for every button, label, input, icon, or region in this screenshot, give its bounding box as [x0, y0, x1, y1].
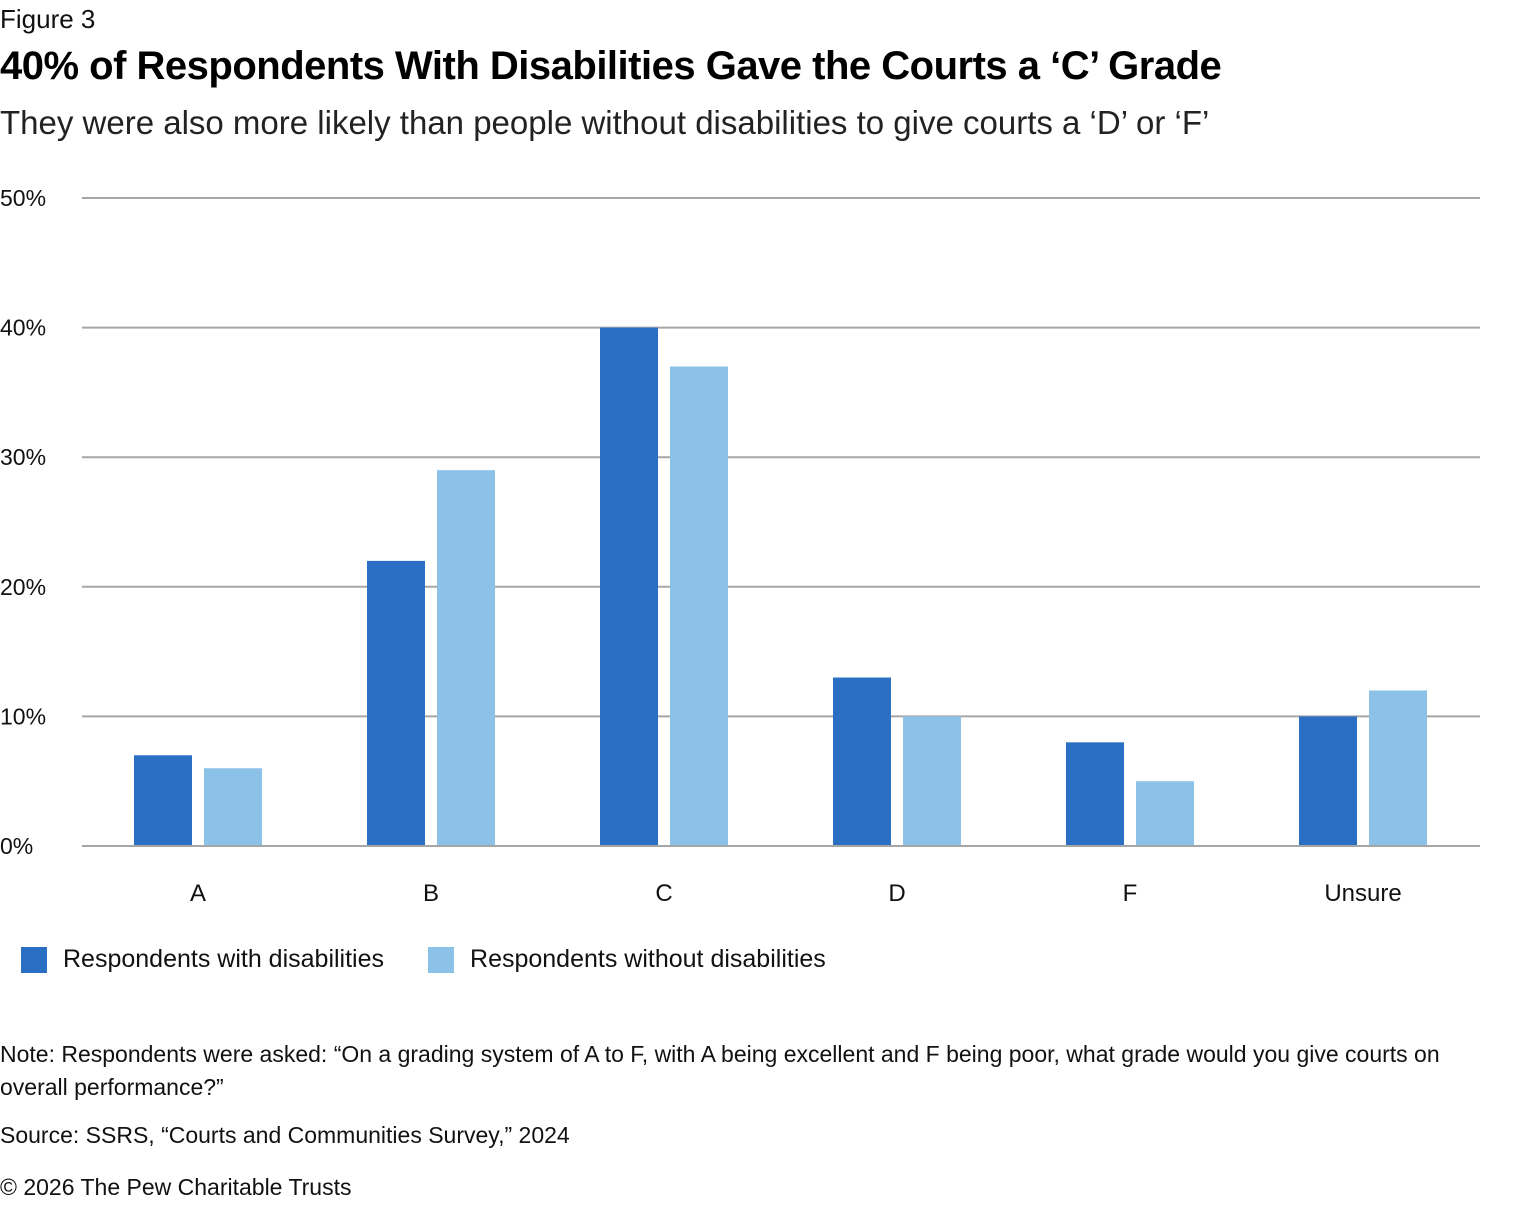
x-tick-label: Unsure — [1324, 880, 1401, 907]
gridlines — [82, 197, 1480, 847]
bar-b-with-disabilities — [367, 560, 425, 846]
bar-b-without-disabilities — [437, 470, 495, 846]
bar-unsure-without-disabilities — [1369, 690, 1427, 846]
bar-a-with-disabilities — [134, 755, 192, 846]
y-tick-label: 10% — [0, 703, 46, 729]
bar-c-with-disabilities — [600, 327, 658, 847]
y-tick-label: 0% — [0, 833, 33, 859]
legend: Respondents with disabilities Respondent… — [21, 945, 870, 974]
legend-item-with-disabilities: Respondents with disabilities — [21, 945, 384, 974]
x-tick-label: F — [1123, 880, 1138, 907]
bar-d-with-disabilities — [833, 677, 891, 846]
legend-label: Respondents with disabilities — [63, 945, 385, 973]
legend-label: Respondents without disabilities — [470, 945, 826, 973]
legend-item-without-disabilities: Respondents without disabilities — [428, 945, 826, 974]
x-tick-label: D — [888, 880, 905, 907]
x-tick-label: C — [655, 880, 672, 907]
y-tick-label: 20% — [0, 574, 46, 600]
bar-unsure-with-disabilities — [1299, 716, 1357, 846]
bar-c-without-disabilities — [670, 366, 728, 846]
legend-swatch-without-disabilities — [428, 946, 455, 973]
copyright: © 2026 The Pew Charitable Trusts — [0, 1174, 352, 1200]
x-axis-ticks: A B C D F Unsure — [190, 880, 1402, 907]
y-tick-label: 40% — [0, 315, 46, 341]
chart-note: Note: Respondents were asked: “On a grad… — [0, 1041, 1440, 1100]
y-tick-label: 50% — [0, 185, 46, 211]
bar-f-with-disabilities — [1066, 742, 1124, 846]
chart-title: 40% of Respondents With Disabilities Gav… — [0, 44, 1222, 88]
y-axis-ticks: 0% 10% 20% 30% 40% 50% — [0, 185, 46, 859]
x-tick-label: A — [190, 880, 206, 907]
bar-a-without-disabilities — [204, 768, 262, 846]
legend-swatch-with-disabilities — [21, 946, 47, 973]
bar-f-without-disabilities — [1136, 781, 1194, 846]
bar-chart: 0% 10% 20% 30% 40% 50% A B C D F Unsure — [0, 185, 1480, 907]
y-tick-label: 30% — [0, 444, 46, 470]
x-tick-label: B — [423, 880, 439, 907]
bars — [82, 327, 1480, 847]
figure-label: Figure 3 — [0, 4, 96, 34]
bar-d-without-disabilities — [903, 716, 961, 846]
chart-subtitle: They were also more likely than people w… — [0, 104, 1210, 141]
chart-source: Source: SSRS, “Courts and Communities Su… — [0, 1122, 570, 1148]
